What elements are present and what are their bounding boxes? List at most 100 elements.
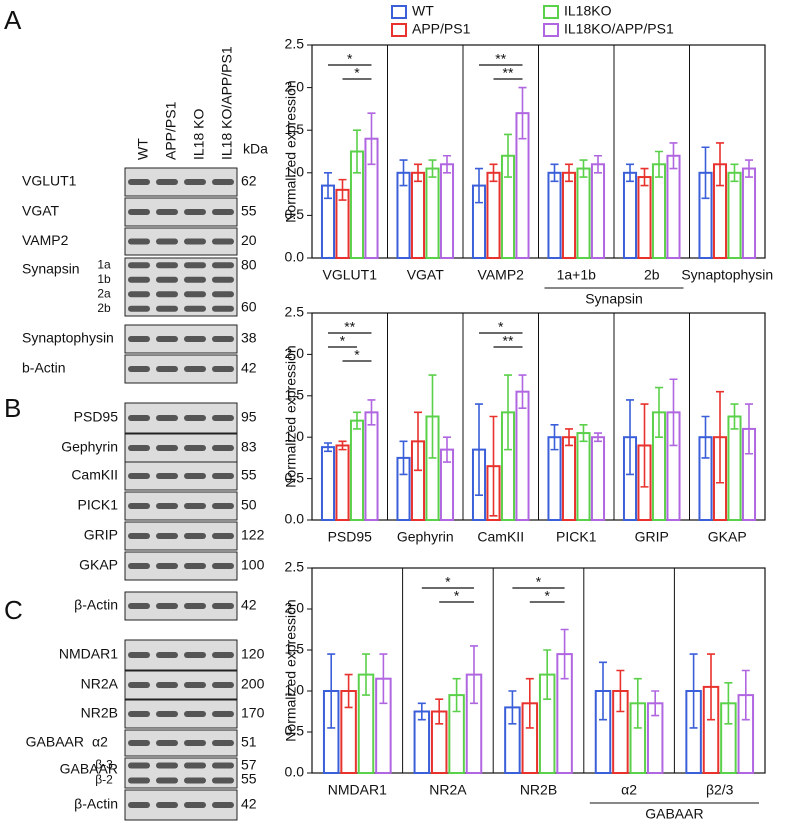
blot-band [156,209,178,215]
error-bar [324,172,333,200]
kda-label: 83 [241,439,257,455]
bar [741,167,757,259]
blot-label: NMDAR1 [59,646,118,662]
blot-band [156,777,178,784]
bar [590,163,606,259]
blot-label: NR2B [81,705,118,721]
bar [561,436,577,522]
blot-band [184,238,206,245]
error-bar [550,163,559,183]
blot-band [128,652,150,658]
blot-band [212,533,234,539]
error-bar [707,653,716,721]
blot-band [212,262,234,269]
error-bar [654,386,663,438]
y-axis-title: Normalized expression [283,80,299,222]
significance-label: * [498,319,504,335]
y-axis-title: Normalized expression [283,599,299,741]
blot-band [156,305,178,312]
blot-band [156,652,178,658]
significance-label: * [354,347,360,363]
bar [561,171,577,259]
error-bar [489,415,498,517]
error-bar [741,669,750,721]
y-tick-label: 0.5 [285,723,305,739]
error-bar [503,374,512,451]
blot-label: CamKII [71,467,118,483]
bar [364,411,379,521]
error-bar [414,411,423,472]
error-bar [724,682,733,725]
blot-band [184,209,206,215]
error-bar [508,690,517,725]
x-tick-label: Synaptophysin [681,267,773,283]
y-tick-label: 2.0 [285,345,305,361]
blot-label: NR2A [81,676,119,692]
blot-band [156,603,178,609]
blot-band [128,777,150,784]
bar [727,171,742,259]
blot-band [184,563,206,569]
blot-band [128,291,150,298]
bar [349,419,365,522]
blot-band [212,762,234,769]
blot-band [184,305,206,312]
y-tick-label: 2.5 [285,304,305,320]
blot-band [128,209,150,215]
y-tick-label: 1.5 [285,387,305,403]
error-bar [565,428,574,447]
y-tick-label: 1.5 [285,121,305,137]
y-tick-label: 1.0 [285,682,305,698]
blot-band [128,262,150,269]
error-bar [399,440,408,476]
significance-label: * [536,574,542,590]
blot-label: PSD95 [74,409,119,425]
blot-band [212,652,234,658]
x-tick-label: PICK1 [556,529,597,545]
y-tick-label: 0.0 [285,249,305,265]
error-bar [435,698,444,725]
error-bar [744,403,753,455]
error-bar [640,403,649,488]
blot-band [156,238,178,245]
y-tick-label: 2.0 [285,78,305,94]
blot-band [156,711,178,717]
error-bar [593,432,602,443]
error-bar [475,403,484,496]
blot-band [184,740,206,746]
kda-label: 20 [241,232,257,248]
y-tick-label: 2.0 [285,600,305,616]
kda-label: 62 [241,173,257,189]
error-bar [579,423,588,443]
x-tick-label: Gephyrin [397,529,454,545]
error-bar [640,167,649,187]
blot-label: Gephyrin [61,439,118,455]
blot-band [128,445,150,451]
error-bar [730,403,739,430]
error-bar [543,649,552,700]
kda-label: 122 [241,527,265,543]
blot-band [212,740,234,746]
significance-label: * [544,588,550,604]
blot-band [212,563,234,569]
y-tick-label: 0.5 [285,469,305,485]
blot-band [212,445,234,451]
blot-band [156,533,178,539]
kda-label: 80 [241,257,257,273]
significance-label: ** [344,319,355,335]
legend-label: IL18KO/APP/PS1 [564,21,674,37]
blot-band [128,802,150,808]
error-bar [560,628,569,680]
blot-band [184,262,206,269]
group-label: GABAAR [645,806,703,822]
blot-band [184,415,206,421]
kda-label: 100 [241,557,265,573]
bar [666,154,681,259]
blot-band [156,291,178,298]
blot-label: VAMP2 [22,232,69,248]
bar [727,415,742,521]
error-bar [414,163,423,183]
error-bar [503,133,512,178]
kda-label: 38 [241,330,257,346]
blot-label: GRIP [84,527,118,543]
